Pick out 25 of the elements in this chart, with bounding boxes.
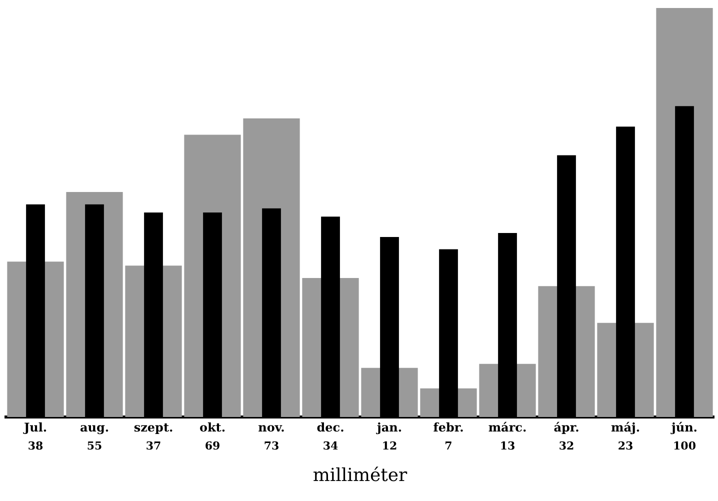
- x-tick-label: febr.: [433, 420, 464, 434]
- data-label: 73: [264, 439, 280, 452]
- data-label: 55: [86, 439, 102, 452]
- data-label: 69: [204, 439, 220, 452]
- x-axis-title: milliméter: [312, 464, 408, 486]
- x-tick-label: aug.: [80, 420, 110, 434]
- x-tick-label: szept.: [134, 420, 174, 434]
- x-tick-label: Jul.: [22, 420, 48, 434]
- x-tick-label: márc.: [488, 420, 527, 434]
- data-label: 37: [146, 439, 162, 452]
- x-tick-label: dec.: [316, 420, 344, 434]
- data-label: 23: [618, 439, 634, 452]
- x-tick-label: okt.: [199, 420, 226, 434]
- data-label: 34: [322, 439, 338, 452]
- data-label: 12: [382, 439, 398, 452]
- data-label: 32: [558, 439, 574, 452]
- x-tick-label: nov.: [258, 420, 285, 434]
- data-label: 38: [28, 439, 44, 452]
- x-tick-label: máj.: [611, 420, 640, 434]
- data-label: 7: [444, 439, 452, 452]
- x-tick-label: ápr.: [554, 420, 580, 434]
- x-tick-label: jan.: [376, 420, 402, 434]
- data-label: 13: [500, 439, 516, 452]
- data-label: 100: [673, 439, 696, 452]
- x-tick-label: jún.: [670, 420, 698, 434]
